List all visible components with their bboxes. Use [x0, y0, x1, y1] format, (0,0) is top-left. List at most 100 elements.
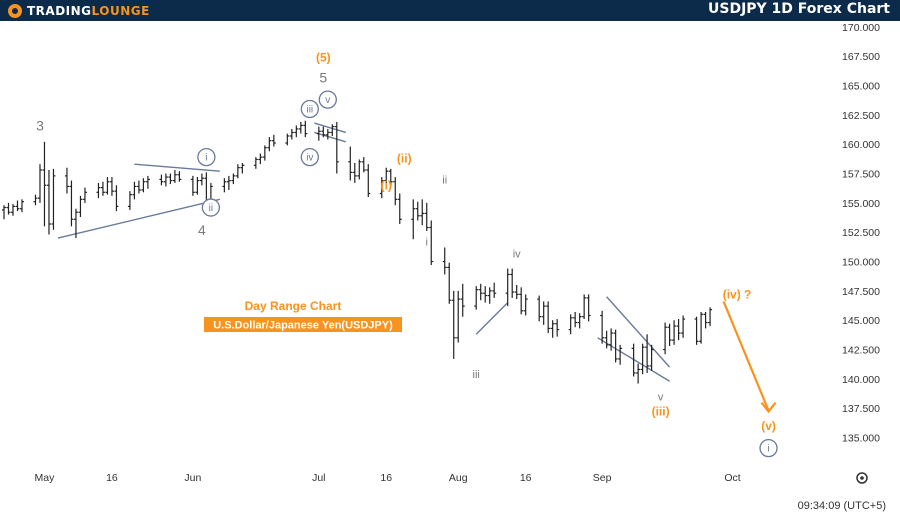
wave-label-gv: v — [658, 391, 664, 403]
price-bar — [546, 301, 551, 334]
projection-arrowhead — [760, 401, 777, 414]
price-bar — [424, 202, 429, 232]
price-bar — [82, 187, 87, 203]
y-tick-label: 167.500 — [842, 51, 880, 63]
price-bar — [321, 126, 326, 138]
chart-center-title: Day Range Chart — [245, 299, 342, 313]
price-bar — [667, 323, 672, 347]
x-tick-label: Aug — [449, 472, 468, 484]
price-bar — [568, 314, 573, 335]
price-bar — [618, 344, 623, 365]
wave-label-3: 3 — [36, 118, 44, 134]
svg-text:i: i — [426, 237, 428, 249]
price-bar — [64, 167, 69, 194]
chart-subtitle: U.S.Dollar/Japanese Yen(USDJPY) — [213, 320, 393, 332]
price-bar — [357, 159, 362, 180]
x-tick-label: 16 — [106, 472, 118, 484]
axis-layer: 135.000 137.500 140.000 142.500 145.000 147.5… — [35, 22, 881, 484]
price-bar — [384, 167, 389, 186]
projection-line — [722, 301, 770, 411]
y-tick-label: 152.500 — [842, 227, 880, 239]
header-bar: TRADINGLOUNGE USDJPY 1D Forex Chart — [0, 0, 900, 21]
svg-text:v: v — [325, 95, 330, 106]
price-bar — [361, 157, 366, 173]
price-bar — [51, 168, 56, 230]
price-bar — [672, 320, 677, 345]
price-bar — [132, 181, 137, 200]
price-bar — [451, 290, 456, 359]
price-bar — [262, 145, 267, 161]
svg-text:ii: ii — [442, 174, 447, 186]
price-bar — [127, 191, 132, 210]
svg-text:(iv) ?: (iv) ? — [723, 287, 752, 301]
y-tick-label: 160.000 — [842, 139, 880, 151]
price-bar — [145, 175, 150, 189]
svg-text:ii: ii — [209, 203, 213, 214]
svg-text:(iii): (iii) — [652, 405, 670, 419]
trendline — [606, 296, 671, 368]
svg-text:4: 4 — [198, 222, 206, 238]
wave-label-giii: iii — [473, 369, 480, 381]
price-bar — [352, 162, 357, 183]
price-bar — [294, 125, 299, 138]
x-tick-label: 16 — [380, 472, 392, 484]
price-bar — [298, 121, 303, 134]
svg-text:v: v — [658, 391, 664, 403]
price-bar — [577, 313, 582, 329]
wave-label-iv1: iv — [300, 147, 319, 167]
trendline — [134, 163, 220, 172]
wave-label-oi: (i) — [381, 178, 392, 192]
y-tick-label: 165.000 — [842, 81, 880, 93]
trendline — [475, 302, 509, 335]
price-bar — [6, 202, 11, 215]
price-bar — [541, 301, 546, 325]
wave-labels-layer: 3iii4iiiivv5(5)(i)(ii)iiiiiiivv(iii)(iv)… — [36, 50, 778, 458]
price-bar — [514, 285, 519, 300]
gear-icon[interactable] — [856, 472, 868, 484]
svg-text:5: 5 — [319, 69, 327, 85]
x-tick-label: Oct — [724, 472, 740, 484]
wave-label-ii1: ii — [201, 198, 221, 217]
wave-label-4: 4 — [198, 222, 206, 238]
price-bar — [600, 310, 605, 344]
y-tick-label: 150.000 — [842, 257, 880, 269]
price-bar — [69, 180, 74, 227]
price-bar — [316, 126, 321, 141]
price-bar — [550, 320, 555, 338]
price-bar — [163, 173, 168, 187]
price-bar — [19, 199, 24, 213]
price-bar — [136, 180, 141, 194]
wave-label-ci: i — [759, 438, 778, 458]
x-tick-label: May — [35, 472, 56, 484]
price-bar — [510, 268, 515, 298]
price-bar — [172, 170, 177, 183]
price-bar — [267, 137, 272, 152]
price-bar — [33, 194, 38, 206]
price-bar — [393, 177, 398, 206]
price-bar — [379, 177, 384, 199]
wave-label-gii: ii — [442, 174, 447, 186]
price-bar — [114, 185, 119, 212]
price-bar — [222, 178, 227, 193]
wave-label-giv: iv — [513, 248, 521, 260]
price-bar — [258, 153, 263, 165]
price-bar — [640, 343, 645, 375]
x-tick-label: Sep — [593, 472, 612, 484]
price-bar — [109, 177, 114, 196]
price-bar — [177, 171, 182, 182]
price-bar — [190, 175, 195, 196]
wave-label-i1: i — [197, 147, 216, 167]
price-bar — [271, 134, 276, 147]
price-bar — [78, 195, 83, 217]
price-bar — [289, 128, 294, 140]
y-tick-label: 170.000 — [842, 22, 880, 34]
price-bar — [10, 204, 15, 216]
brand-logo: TRADINGLOUNGE — [8, 2, 150, 19]
wave-label-w5: (5) — [316, 50, 331, 64]
price-bar — [37, 164, 42, 203]
price-bar — [168, 173, 173, 185]
svg-text:iv: iv — [513, 248, 521, 260]
price-bar — [330, 124, 335, 136]
price-bar — [348, 146, 353, 181]
